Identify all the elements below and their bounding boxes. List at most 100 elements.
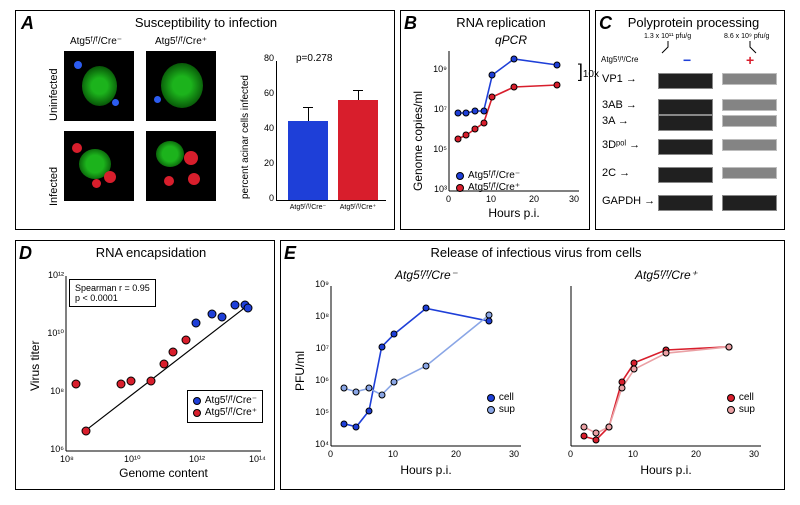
blot-band <box>722 115 777 127</box>
blot-row-label: VP1 → <box>602 73 637 85</box>
data-point <box>169 347 178 356</box>
micrograph-infected-cre-pos <box>146 131 216 201</box>
data-point <box>580 433 587 440</box>
legend-b-0: Atg5ᶠ/ᶠ/Cre⁻ <box>468 170 520 181</box>
data-point <box>511 84 518 91</box>
header-pointer-icon <box>653 41 773 55</box>
data-point <box>366 385 373 392</box>
panel-e: E Release of infectious virus from cells… <box>280 240 785 490</box>
data-point <box>593 430 600 437</box>
data-point <box>463 132 470 139</box>
blot-band <box>722 73 777 85</box>
panel-c: C Polyprotein processing 1.3 x 10¹¹ pfu/… <box>595 10 785 230</box>
data-point <box>663 350 670 357</box>
subplot-1-title: Atg5ᶠ/ᶠ/Cre⁺ <box>571 268 761 282</box>
panel-a-bar-chart: percent acinar cells infected 0 20 40 60… <box>246 61 386 221</box>
panel-d: D RNA encapsidation 10⁶ 10⁸ 10¹⁰ 10¹² 10… <box>15 240 275 490</box>
panel-e-svg-1 <box>571 286 761 446</box>
p-value: p=0.278 <box>296 53 332 64</box>
data-point <box>366 407 373 414</box>
panel-b-subtitle: qPCR <box>461 33 561 47</box>
panel-e-plot-0: Atg5ᶠ/ᶠ/Cre⁻ 10⁴ 10⁵ 10⁶ 10⁷ 10⁸ 10⁹ 0 1… <box>331 286 521 446</box>
lane-plus: + <box>746 52 754 68</box>
data-point <box>631 366 638 373</box>
panel-d-xlabel: Genome content <box>66 466 261 480</box>
lane-header: Atg5ᶠ/ᶠ/Cre <box>601 55 638 64</box>
titer-left: 1.3 x 10¹¹ pfu/g <box>644 33 691 40</box>
bar-cre-neg <box>288 121 328 200</box>
data-point <box>378 391 385 398</box>
micrograph-infected-cre-neg <box>64 131 134 201</box>
panel-e-label: E <box>284 243 296 264</box>
panel-a-title: Susceptibility to infection <box>36 15 376 30</box>
blot-row-label: GAPDH → <box>602 195 655 207</box>
data-point <box>423 305 430 312</box>
bar-cre-pos <box>338 100 378 200</box>
blot-band <box>658 115 713 131</box>
blot-row-label: 3AB → <box>602 99 637 111</box>
data-point <box>580 423 587 430</box>
panel-a: A Susceptibility to infection Atg5ᶠ/ᶠ/Cr… <box>15 10 395 230</box>
panel-e-title: Release of infectious virus from cells <box>296 245 776 260</box>
blot-row-label: 3Dᵖᵒˡ → <box>602 139 640 151</box>
data-point <box>117 379 126 388</box>
data-point <box>208 309 217 318</box>
panel-e-xlabel-1: Hours p.i. <box>571 463 761 477</box>
figure-root: A Susceptibility to infection Atg5ᶠ/ᶠ/Cr… <box>0 0 800 505</box>
data-point <box>127 377 136 386</box>
data-point <box>192 318 201 327</box>
data-point <box>353 423 360 430</box>
data-point <box>340 385 347 392</box>
bar-xlabel-1: Atg5ᶠ/ᶠ/Cre⁺ <box>332 203 384 211</box>
blot-band <box>658 139 713 155</box>
panel-e-xlabel-0: Hours p.i. <box>331 463 521 477</box>
micrograph-uninfected-cre-pos <box>146 51 216 121</box>
panel-e-ylabel: PFU/ml <box>293 351 307 391</box>
data-point <box>244 304 253 313</box>
data-point <box>231 301 240 310</box>
subplot-0-title: Atg5ᶠ/ᶠ/Cre⁻ <box>331 268 521 282</box>
blot-band <box>722 167 777 179</box>
data-point <box>489 72 496 79</box>
lane-minus: − <box>683 52 691 68</box>
data-point <box>489 94 496 101</box>
data-point <box>472 108 479 115</box>
legend-e0: cell sup <box>487 391 515 416</box>
row-label-uninfected: Uninfected <box>48 68 60 121</box>
data-point <box>726 343 733 350</box>
blot-band <box>722 139 777 151</box>
panel-b-legend: Atg5ᶠ/ᶠ/Cre⁻ Atg5ᶠ/ᶠ/Cre⁺ <box>456 169 520 194</box>
data-point <box>454 136 461 143</box>
data-point <box>472 126 479 133</box>
data-point <box>218 312 227 321</box>
legend-d-1: Atg5ᶠ/ᶠ/Cre⁺ <box>205 407 257 418</box>
data-point <box>391 379 398 386</box>
legend-d-0: Atg5ᶠ/ᶠ/Cre⁻ <box>205 395 257 406</box>
bar-xlabel-0: Atg5ᶠ/ᶠ/Cre⁻ <box>282 203 334 211</box>
data-point <box>606 423 613 430</box>
data-point <box>159 359 168 368</box>
panel-b-xlabel: Hours p.i. <box>449 206 579 220</box>
micrograph-uninfected-cre-neg <box>64 51 134 121</box>
data-point <box>463 110 470 117</box>
col-header-cre-neg: Atg5ᶠ/ᶠ/Cre⁻ <box>56 36 136 47</box>
panel-b-ylabel: Genome copies/ml <box>411 91 425 191</box>
data-point <box>554 62 561 69</box>
data-point <box>71 379 80 388</box>
data-point <box>593 436 600 443</box>
blot-band <box>658 99 713 115</box>
data-point <box>511 56 518 63</box>
data-point <box>554 82 561 89</box>
legend-b-1: Atg5ᶠ/ᶠ/Cre⁺ <box>468 182 520 193</box>
data-point <box>423 363 430 370</box>
titer-right: 8.6 x 10⁹ pfu/g <box>724 33 769 40</box>
data-point <box>618 385 625 392</box>
data-point <box>391 331 398 338</box>
blot-band <box>722 195 777 211</box>
data-point <box>486 318 493 325</box>
panel-d-ylabel: Virus titer <box>28 341 42 391</box>
panel-b: B RNA replication qPCR 10³ 10⁵ 10⁷ 10⁹ 0… <box>400 10 590 230</box>
data-point <box>146 377 155 386</box>
panel-e-plot-1: Atg5ᶠ/ᶠ/Cre⁺ 0 10 20 30 cell sup <box>571 286 761 446</box>
blot-band <box>658 167 713 183</box>
